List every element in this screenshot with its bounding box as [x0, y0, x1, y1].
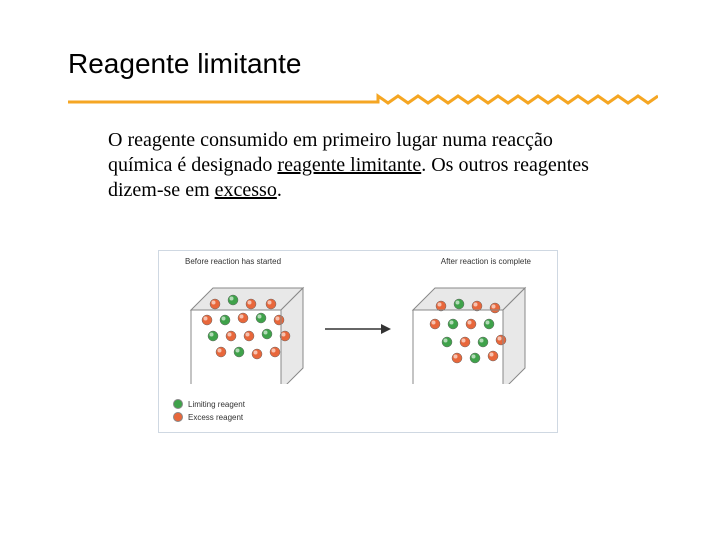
reaction-diagram: Before reaction has started After reacti… — [158, 250, 558, 433]
diagram-content — [159, 268, 557, 390]
cube-before — [177, 274, 317, 384]
legend-excess-label: Excess reagent — [188, 413, 243, 422]
diagram-labels-row: Before reaction has started After reacti… — [159, 251, 557, 268]
legend-row-excess: Excess reagent — [173, 412, 543, 422]
cube-after — [399, 274, 539, 384]
title-underline — [68, 92, 658, 106]
legend-limiting-label: Limiting reagent — [188, 400, 245, 409]
legend: Limiting reagent Excess reagent — [159, 390, 557, 432]
body-seg3: . — [277, 179, 282, 201]
body-paragraph: O reagente consumido em primeiro lugar n… — [108, 128, 608, 203]
body-underline-1: reagente limitante — [277, 154, 421, 176]
limiting-dot-icon — [173, 399, 183, 409]
reaction-arrow-icon — [323, 319, 393, 339]
body-underline-2: excesso — [215, 179, 277, 201]
label-after: After reaction is complete — [441, 257, 531, 266]
label-before: Before reaction has started — [185, 257, 281, 266]
legend-row-limiting: Limiting reagent — [173, 399, 543, 409]
excess-dot-icon — [173, 412, 183, 422]
page-title: Reagente limitante — [68, 48, 301, 80]
